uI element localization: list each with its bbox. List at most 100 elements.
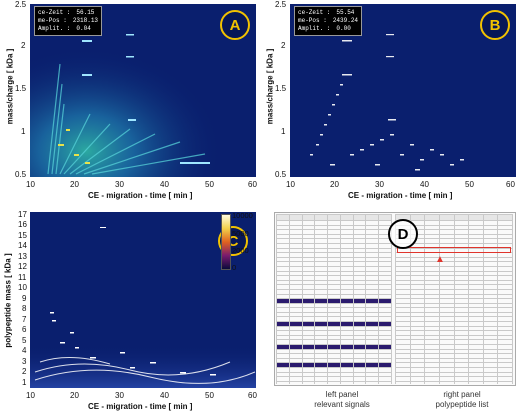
panel-a-heatmap[interactable]: ce-Zeit : 56.15 me-Pos : 2318.13 Amplit. :… (30, 4, 256, 177)
table-row[interactable] (276, 353, 392, 359)
right-polypeptide-table[interactable] (395, 214, 513, 384)
table-cell (497, 380, 513, 384)
colorbar-tick: 0 (232, 263, 237, 272)
table-row[interactable] (276, 376, 392, 382)
table-cell (314, 380, 329, 384)
colorbar-tick: 5000 (232, 229, 249, 238)
y-tick: 1.5 (275, 84, 287, 93)
readout-key: ce-Zeit : (298, 9, 331, 16)
x-tick: 20 (70, 180, 79, 189)
x-axis-label: CE - migration - time [ min ] (88, 402, 193, 411)
y-tick: 5 (22, 336, 27, 345)
x-tick: 60 (248, 180, 257, 189)
y-tick: 0.5 (275, 170, 287, 179)
readout-key: ce-Zeit : (38, 9, 71, 16)
arrow-icon: ▲ (435, 254, 445, 265)
panel-d: D ▲ left panel relevant signals right pa… (262, 212, 518, 414)
table-header-cell (497, 214, 513, 221)
y-tick: 2 (21, 41, 26, 50)
readout-key: Amplit. : (298, 25, 331, 32)
readout-key: me-Pos : (298, 17, 327, 24)
table-row[interactable] (276, 316, 392, 323)
table-row[interactable] (276, 238, 392, 244)
y-tick: 8 (22, 304, 27, 313)
readout-value: 2318.13 (72, 17, 99, 24)
table-cell (482, 380, 499, 384)
y-tick: 14 (18, 241, 27, 250)
table-cell (409, 380, 426, 384)
y-tick: 2.5 (15, 0, 27, 9)
x-tick: 10 (26, 391, 35, 400)
colorbar-tick: 2000 (232, 246, 249, 255)
readout-value: 0.04 (76, 25, 91, 32)
colorbar (221, 214, 231, 270)
y-tick: 4 (22, 346, 27, 355)
y-tick: 13 (18, 252, 27, 261)
panel-a: ce-Zeit : 56.15 me-Pos : 2318.13 Amplit. :… (0, 0, 260, 205)
table-row[interactable] (395, 293, 513, 300)
table-row[interactable] (395, 321, 513, 327)
table-row[interactable] (276, 224, 392, 231)
x-tick: 20 (70, 391, 79, 400)
y-tick: 7 (22, 315, 27, 324)
table-row[interactable] (276, 362, 392, 368)
table-row[interactable] (395, 380, 513, 384)
left-table (276, 214, 392, 384)
table-row[interactable] (395, 357, 513, 364)
y-tick: 1 (22, 378, 27, 387)
y-tick: 16 (18, 220, 27, 229)
table-row[interactable] (276, 348, 392, 355)
readout-value: 0.00 (336, 25, 351, 32)
y-tick: 2.5 (275, 0, 287, 9)
x-axis-label: CE - migration - time [ min ] (88, 191, 193, 200)
x-tick: 40 (160, 391, 169, 400)
readout-key: me-Pos : (38, 17, 67, 24)
x-tick: 50 (465, 180, 474, 189)
panel-b-heatmap[interactable]: ce-Zeit : 55.54 me-Pos : 2439.24 Amplit. :… (290, 4, 516, 177)
y-tick: 15 (18, 231, 27, 240)
x-tick: 30 (115, 391, 124, 400)
table-cell (468, 380, 484, 384)
x-tick: 50 (205, 391, 214, 400)
table-cell (395, 380, 411, 384)
panel-d-badge: D (388, 219, 418, 249)
table-row[interactable] (276, 380, 392, 384)
readout-key: Amplit. : (38, 25, 71, 32)
y-tick: 12 (18, 262, 27, 271)
x-tick: 10 (26, 180, 35, 189)
table-row[interactable] (395, 316, 513, 323)
y-tick: 6 (22, 325, 27, 334)
table-row[interactable] (395, 279, 513, 286)
y-tick: 1 (281, 127, 286, 136)
panel-b: ce-Zeit : 55.54 me-Pos : 2439.24 Amplit. :… (260, 0, 520, 205)
left-panel-caption: left panel relevant signals (302, 390, 382, 410)
table-row[interactable] (276, 371, 392, 378)
table-row[interactable] (276, 270, 392, 277)
right-table (395, 214, 513, 384)
x-tick: 60 (248, 391, 257, 400)
x-tick: 30 (375, 180, 384, 189)
y-tick: 10 (18, 283, 27, 292)
x-tick: 30 (115, 180, 124, 189)
y-tick: 1.5 (15, 84, 27, 93)
panel-a-badge: A (220, 10, 250, 40)
table-cell (352, 380, 367, 384)
table-cell (339, 380, 354, 384)
y-tick: 2 (281, 41, 286, 50)
panel-d-screenshot: D ▲ (274, 212, 516, 386)
table-cell (365, 380, 380, 384)
table-cell (276, 380, 290, 384)
x-tick: 40 (160, 180, 169, 189)
left-signal-table[interactable] (276, 214, 392, 384)
caption-line: polypeptide list (435, 400, 489, 409)
readout-value: 55.54 (336, 9, 355, 16)
caption-line: relevant signals (314, 400, 370, 409)
y-tick: 1 (21, 127, 26, 136)
table-row[interactable] (395, 325, 513, 332)
x-axis-label: CE - migration - time [ min ] (348, 191, 453, 200)
caption-line: right panel (443, 390, 481, 399)
panel-c-heatmap[interactable]: C (30, 212, 256, 388)
selected-row-box (397, 247, 511, 253)
table-row[interactable] (276, 256, 392, 263)
colorbar-tick: 10000 (232, 211, 253, 220)
